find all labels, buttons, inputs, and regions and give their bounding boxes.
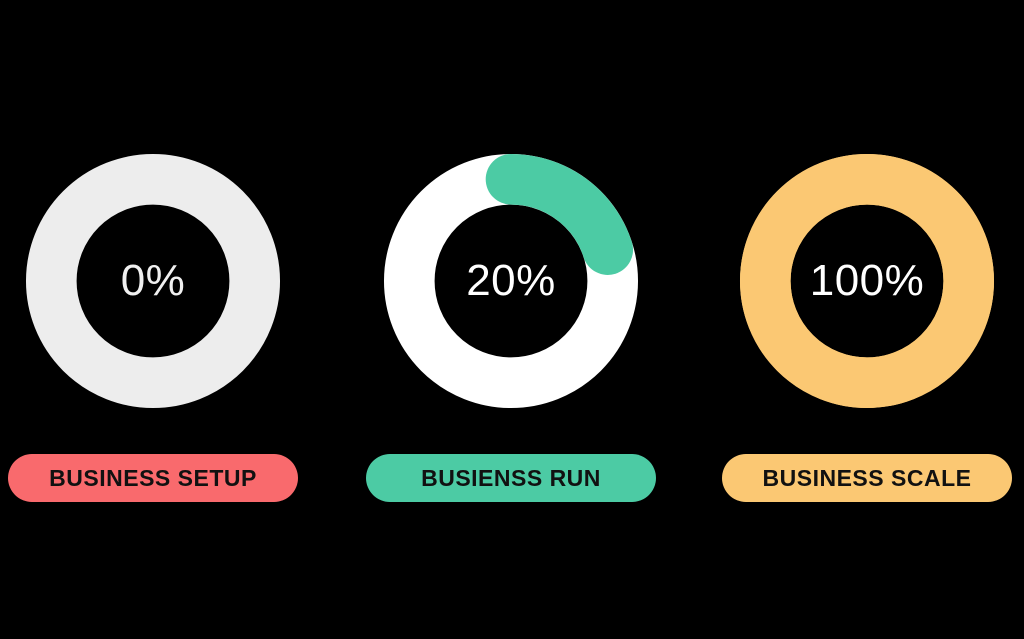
progress-card-business-scale: 100% BUSINESS SCALE <box>722 152 1012 502</box>
donut-ring: 20% <box>382 152 640 410</box>
category-label: BUSIENSS RUN <box>421 464 601 491</box>
category-label: BUSINESS SETUP <box>49 464 257 491</box>
percent-value: 20% <box>466 256 556 305</box>
donut-ring: 0% <box>24 152 282 410</box>
percent-value: 100% <box>809 256 925 305</box>
ring-progress <box>383 153 639 409</box>
donut-ring-svg <box>383 153 639 409</box>
progress-card-busienss-run: 20% BUSIENSS RUN <box>366 152 656 502</box>
category-pill: BUSINESS SCALE <box>722 454 1012 502</box>
ring-progress <box>739 153 995 409</box>
percent-value: 0% <box>120 256 186 305</box>
category-label: BUSINESS SCALE <box>762 464 972 491</box>
ring-track <box>25 153 281 409</box>
category-pill: BUSIENSS RUN <box>366 454 656 502</box>
donut-ring-svg <box>739 153 995 409</box>
progress-card-business-setup: 0% BUSINESS SETUP <box>8 152 298 502</box>
donut-ring-svg <box>25 153 281 409</box>
donut-ring: 100% <box>738 152 996 410</box>
category-pill: BUSINESS SETUP <box>8 454 298 502</box>
